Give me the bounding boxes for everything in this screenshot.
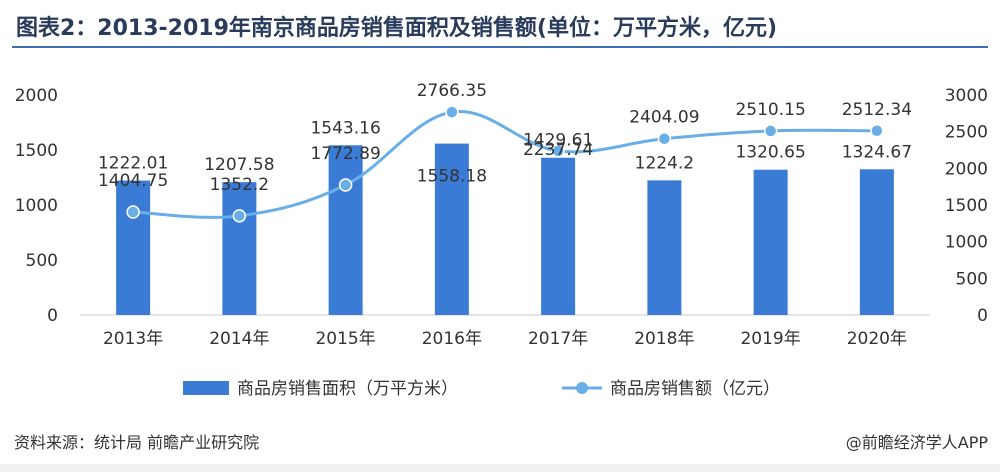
y-right-axis: 0 500 1000 1500 2000 2500 3000	[945, 86, 988, 326]
source-note: 资料来源：统计局 前瞻产业研究院	[14, 433, 260, 452]
line-value-label: 2237.74	[523, 140, 593, 160]
bar-value-label: 1324.67	[842, 142, 912, 162]
legend-swatch-bar	[183, 381, 229, 395]
bar-value-label: 1429.61	[523, 131, 593, 151]
x-tick-label: 2018年	[634, 329, 694, 349]
y-right-tick-label: 1500	[945, 196, 988, 216]
bar-value-label: 1224.2	[635, 153, 694, 173]
line-point	[763, 124, 778, 138]
line-point	[657, 131, 672, 146]
y-right-tick-label: 0	[977, 306, 988, 326]
bar	[541, 157, 576, 315]
bar	[647, 180, 682, 315]
y-left-tick-label: 2000	[15, 86, 58, 106]
y-right-tick-label: 2500	[945, 123, 988, 143]
line-series	[126, 105, 884, 223]
y-right-tick-label: 1000	[945, 233, 988, 253]
x-tick-label: 2020年	[847, 329, 907, 349]
line-value-label: 1404.75	[98, 171, 168, 191]
bar	[859, 169, 894, 315]
legend-label-line: 商品房销售额（亿元）	[610, 379, 780, 399]
bar-value-label: 1543.16	[310, 118, 380, 138]
chart-title: 图表2：2013-2019年南京商品房销售面积及销售额(单位：万平方米，亿元)	[16, 16, 778, 41]
y-left-tick-label: 0	[47, 306, 58, 326]
line-value-label: 2404.09	[629, 108, 699, 128]
bar	[116, 180, 151, 315]
y-left-axis: 0 500 1000 1500 2000	[15, 86, 58, 326]
x-tick-label: 2019年	[740, 329, 800, 349]
line-point	[870, 124, 884, 138]
x-tick-label: 2016年	[422, 329, 482, 349]
bar-series	[116, 143, 894, 315]
legend: 商品房销售面积（万平方米） 商品房销售额（亿元）	[183, 379, 780, 399]
line-value-label: 1352.2	[210, 175, 269, 195]
bar	[328, 145, 363, 315]
line-value-label: 2766.35	[417, 81, 487, 101]
bottom-strip	[0, 464, 1000, 472]
x-tick-label: 2017年	[528, 329, 588, 349]
bar-value-label: 1207.58	[204, 155, 274, 175]
y-right-tick-label: 3000	[945, 86, 988, 106]
y-left-tick-label: 1500	[15, 141, 58, 161]
combo-chart: 0 500 1000 1500 2000 0 500 1000 1500 2000 2500 300…	[15, 81, 988, 399]
legend-label-bar: 商品房销售面积（万平方米）	[237, 379, 458, 399]
bar-value-label: 1558.18	[417, 167, 487, 187]
line-point	[232, 209, 247, 223]
x-axis: 2013年 2014年 2015年 2016年 2017年 2018年 2019年 2020年	[103, 329, 907, 349]
line-point	[126, 205, 140, 219]
y-left-tick-label: 1000	[15, 196, 58, 216]
x-tick-label: 2014年	[209, 329, 269, 349]
bar-value-label: 1222.01	[98, 154, 168, 174]
y-right-tick-label: 2000	[945, 159, 988, 179]
line-value-label: 1772.89	[310, 144, 380, 164]
line-value-label: 2510.15	[735, 100, 805, 120]
x-tick-label: 2013年	[103, 329, 163, 349]
line-value-label: 2512.34	[842, 100, 912, 120]
bar	[222, 182, 257, 315]
y-right-tick-label: 500	[956, 269, 988, 289]
title-divider	[12, 46, 988, 48]
legend-marker-line	[576, 382, 588, 394]
x-tick-label: 2015年	[315, 329, 375, 349]
bar	[434, 143, 469, 315]
line-point	[445, 105, 459, 119]
brand-credit: @前瞻经济学人APP	[845, 433, 988, 452]
line-point	[551, 144, 565, 158]
y-left-tick-label: 500	[26, 251, 58, 271]
bar	[753, 169, 788, 315]
sales-amount-line	[133, 110, 877, 219]
line-point	[338, 178, 353, 192]
bar-value-label: 1320.65	[735, 143, 805, 163]
